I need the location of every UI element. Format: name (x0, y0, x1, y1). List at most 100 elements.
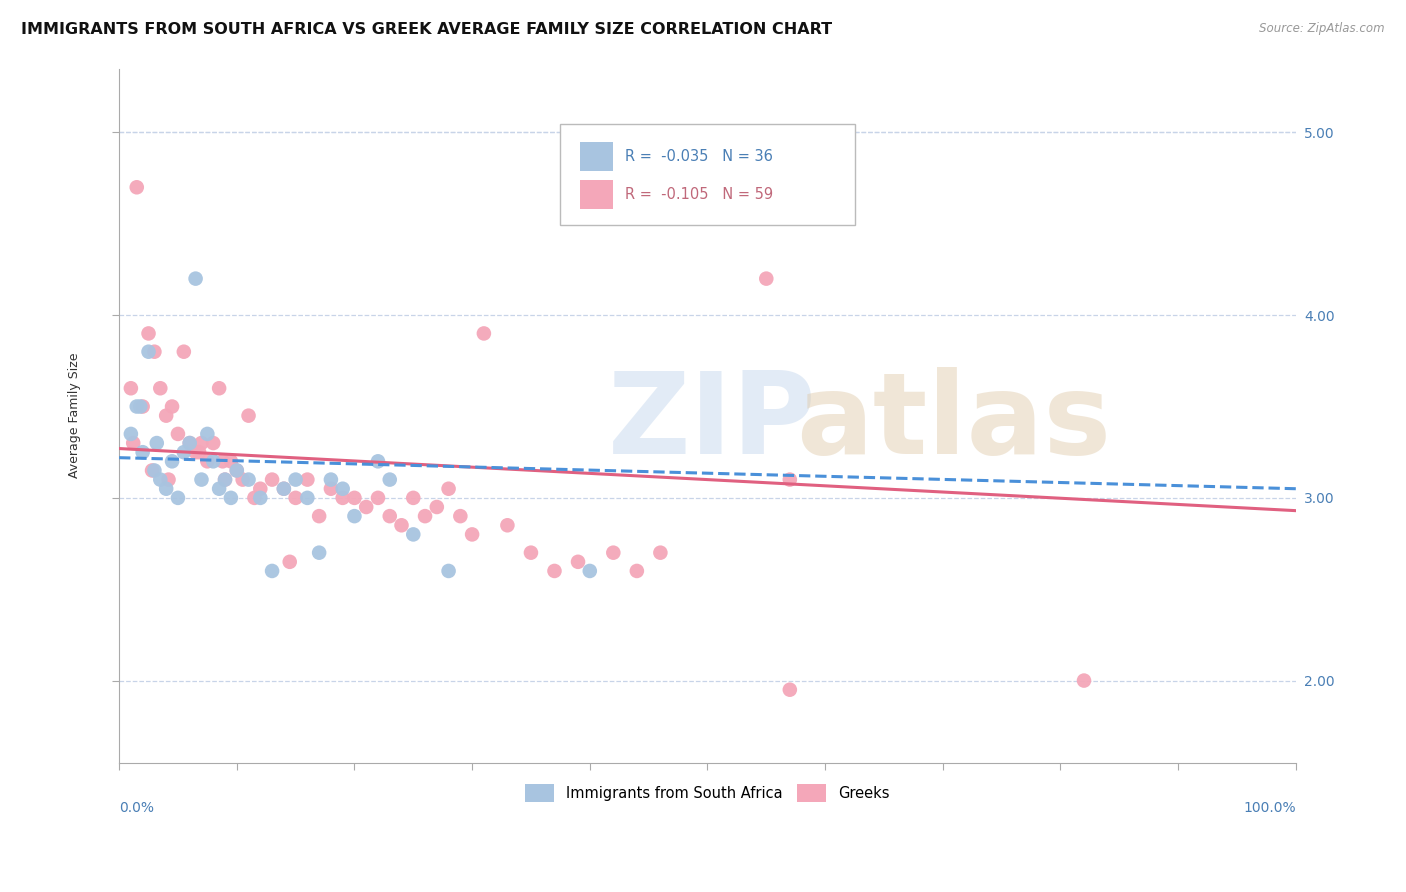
Point (1073, 673, 1095, 688)
Text: 100.0%: 100.0% (1243, 801, 1296, 815)
Point (319, 482, 342, 496)
Point (238, 409, 260, 423)
Point (779, 473, 801, 487)
Point (131, 400, 153, 414)
FancyBboxPatch shape (581, 179, 613, 209)
Point (219, 454, 242, 468)
Point (437, 482, 460, 496)
Point (219, 491, 242, 505)
FancyBboxPatch shape (561, 124, 855, 225)
Point (650, 546, 672, 560)
Point (125, 180, 148, 194)
Point (141, 463, 163, 477)
Point (225, 463, 247, 477)
Point (225, 463, 247, 477)
Point (195, 426, 218, 441)
Point (343, 509, 366, 524)
Point (449, 509, 471, 524)
Point (143, 344, 166, 359)
Point (160, 400, 183, 414)
Point (173, 344, 195, 359)
Point (367, 454, 389, 468)
Point (120, 381, 142, 395)
Text: R =  -0.105   N = 59: R = -0.105 N = 59 (626, 186, 773, 202)
Point (755, 271, 778, 285)
Point (437, 564, 460, 578)
Point (211, 454, 233, 468)
Point (602, 546, 624, 560)
Point (278, 555, 301, 569)
Text: ZIP: ZIP (607, 368, 815, 478)
Point (332, 491, 354, 505)
Point (157, 473, 180, 487)
Point (202, 454, 225, 468)
Point (520, 546, 543, 560)
Point (391, 518, 413, 533)
Point (120, 426, 142, 441)
Point (354, 500, 377, 514)
Point (149, 473, 172, 487)
Point (472, 326, 495, 341)
Point (122, 436, 145, 450)
Point (155, 409, 177, 423)
Point (308, 509, 330, 524)
Point (243, 491, 266, 505)
Point (125, 400, 148, 414)
Point (297, 491, 319, 505)
Text: Average Family Size: Average Family Size (69, 353, 82, 478)
Point (319, 473, 342, 487)
Point (343, 491, 366, 505)
Point (208, 381, 231, 395)
Point (238, 473, 260, 487)
Point (208, 482, 231, 496)
Point (426, 500, 449, 514)
Point (626, 564, 648, 578)
Point (308, 546, 330, 560)
Point (202, 436, 225, 450)
Point (284, 491, 307, 505)
Point (284, 473, 307, 487)
Point (184, 271, 207, 285)
Point (188, 445, 211, 459)
Point (138, 344, 160, 359)
Text: atlas: atlas (796, 368, 1111, 478)
Point (402, 491, 425, 505)
Point (167, 426, 190, 441)
Point (578, 564, 600, 578)
Point (145, 436, 167, 450)
FancyBboxPatch shape (581, 142, 613, 171)
Point (143, 463, 166, 477)
Point (195, 454, 218, 468)
Point (232, 473, 254, 487)
Point (129, 400, 152, 414)
Point (249, 491, 271, 505)
Point (402, 527, 425, 541)
Point (367, 491, 389, 505)
Point (262, 473, 284, 487)
Text: 0.0%: 0.0% (120, 801, 155, 815)
Point (567, 555, 589, 569)
Point (214, 473, 236, 487)
Point (378, 509, 401, 524)
Point (190, 436, 212, 450)
Point (190, 473, 212, 487)
Point (155, 482, 177, 496)
Point (179, 436, 201, 450)
Point (332, 482, 354, 496)
Point (149, 381, 172, 395)
Point (273, 482, 295, 496)
Point (496, 518, 519, 533)
Text: R =  -0.035   N = 36: R = -0.035 N = 36 (626, 149, 773, 164)
Point (138, 326, 160, 341)
Point (461, 527, 484, 541)
Point (262, 564, 284, 578)
Point (273, 482, 295, 496)
Point (543, 564, 565, 578)
Point (131, 445, 153, 459)
Point (214, 473, 236, 487)
Text: Source: ZipAtlas.com: Source: ZipAtlas.com (1260, 22, 1385, 36)
Point (297, 473, 319, 487)
Point (779, 682, 801, 697)
Point (179, 436, 201, 450)
Text: IMMIGRANTS FROM SOUTH AFRICA VS GREEK AVERAGE FAMILY SIZE CORRELATION CHART: IMMIGRANTS FROM SOUTH AFRICA VS GREEK AV… (21, 22, 832, 37)
